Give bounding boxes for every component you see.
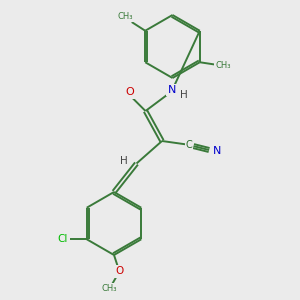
Text: O: O xyxy=(115,266,124,277)
Text: O: O xyxy=(125,87,134,98)
Text: N: N xyxy=(213,146,221,156)
Text: H: H xyxy=(120,155,128,166)
Text: CH₃: CH₃ xyxy=(102,284,117,293)
Text: C: C xyxy=(186,140,192,151)
Text: N: N xyxy=(167,85,176,95)
Text: CH₃: CH₃ xyxy=(117,12,133,21)
Text: H: H xyxy=(180,90,188,100)
Text: CH₃: CH₃ xyxy=(215,61,231,70)
Text: Cl: Cl xyxy=(58,234,68,244)
